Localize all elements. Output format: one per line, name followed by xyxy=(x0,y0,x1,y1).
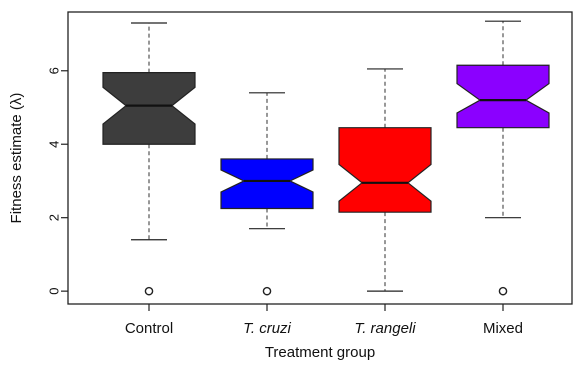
y-axis: 0 2 4 6 xyxy=(47,67,68,295)
notched-box xyxy=(456,64,550,129)
outlier-point xyxy=(498,286,508,296)
x-category-label: Control xyxy=(125,320,173,337)
outlier-point xyxy=(144,286,154,296)
y-axis-title: Fitness estimate (λ) xyxy=(8,93,25,224)
box-2 xyxy=(338,68,432,292)
x-category-label: T. cruzi xyxy=(243,320,291,337)
box-1 xyxy=(220,92,314,296)
y-tick-label: 2 xyxy=(47,214,62,221)
x-axis: Control T. cruzi T. rangeli Mixed xyxy=(125,304,523,337)
box-3 xyxy=(456,20,550,296)
outlier-point xyxy=(262,286,272,296)
notched-box xyxy=(102,72,196,145)
notched-box xyxy=(220,158,314,210)
x-category-label: Mixed xyxy=(483,320,523,337)
boxes-group xyxy=(102,20,550,296)
y-tick-label: 6 xyxy=(47,67,62,74)
notched-box xyxy=(338,127,432,213)
x-category-label: T. rangeli xyxy=(354,320,416,337)
box-0 xyxy=(102,22,196,296)
y-tick-label: 4 xyxy=(47,141,62,148)
plot-frame xyxy=(67,11,573,305)
y-tick-label: 0 xyxy=(47,288,62,295)
x-axis-title: Treatment group xyxy=(265,344,375,361)
